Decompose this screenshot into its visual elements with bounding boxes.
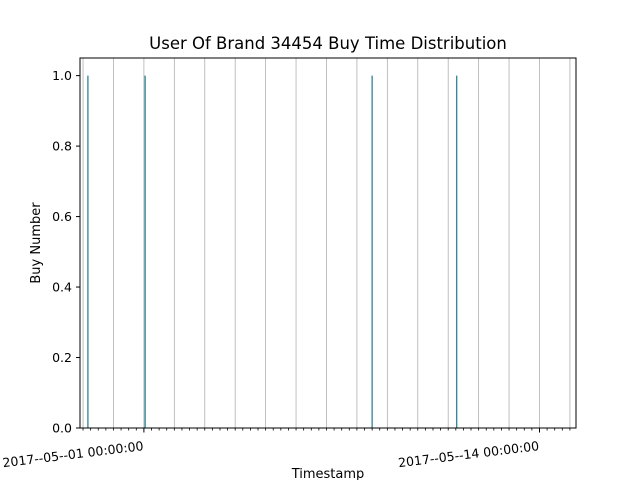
chart-title: User Of Brand 34454 Buy Time Distributio… [149,34,507,53]
y-axis-ticks: 0.0 0.2 0.4 0.6 0.8 1.0 [52,68,80,436]
y-tick-label: 0.6 [52,209,72,224]
bar-1 [144,75,146,428]
x-axis-ticks: 2017--05--01 00:00:00 2017--05--14 00:00:… [2,428,571,470]
x-tick-label: 2017--05--14 00:00:00 [397,438,540,470]
bars [87,75,458,428]
y-tick-label: 0.4 [52,280,72,295]
plot-area-frame [79,57,577,429]
y-tick-label: 0.0 [52,421,72,436]
y-tick-label: 1.0 [52,68,72,83]
bar-2 [371,75,373,428]
y-tick-label: 0.2 [52,350,72,365]
y-axis-label: Buy Number [29,202,44,284]
y-tick-label: 0.8 [52,139,72,154]
x-tick-label: 2017--05--01 00:00:00 [2,438,145,470]
bar-0 [87,75,89,428]
bar-3 [456,75,458,428]
grid-lines [82,58,571,428]
x-axis-label: Timestamp [291,467,365,480]
